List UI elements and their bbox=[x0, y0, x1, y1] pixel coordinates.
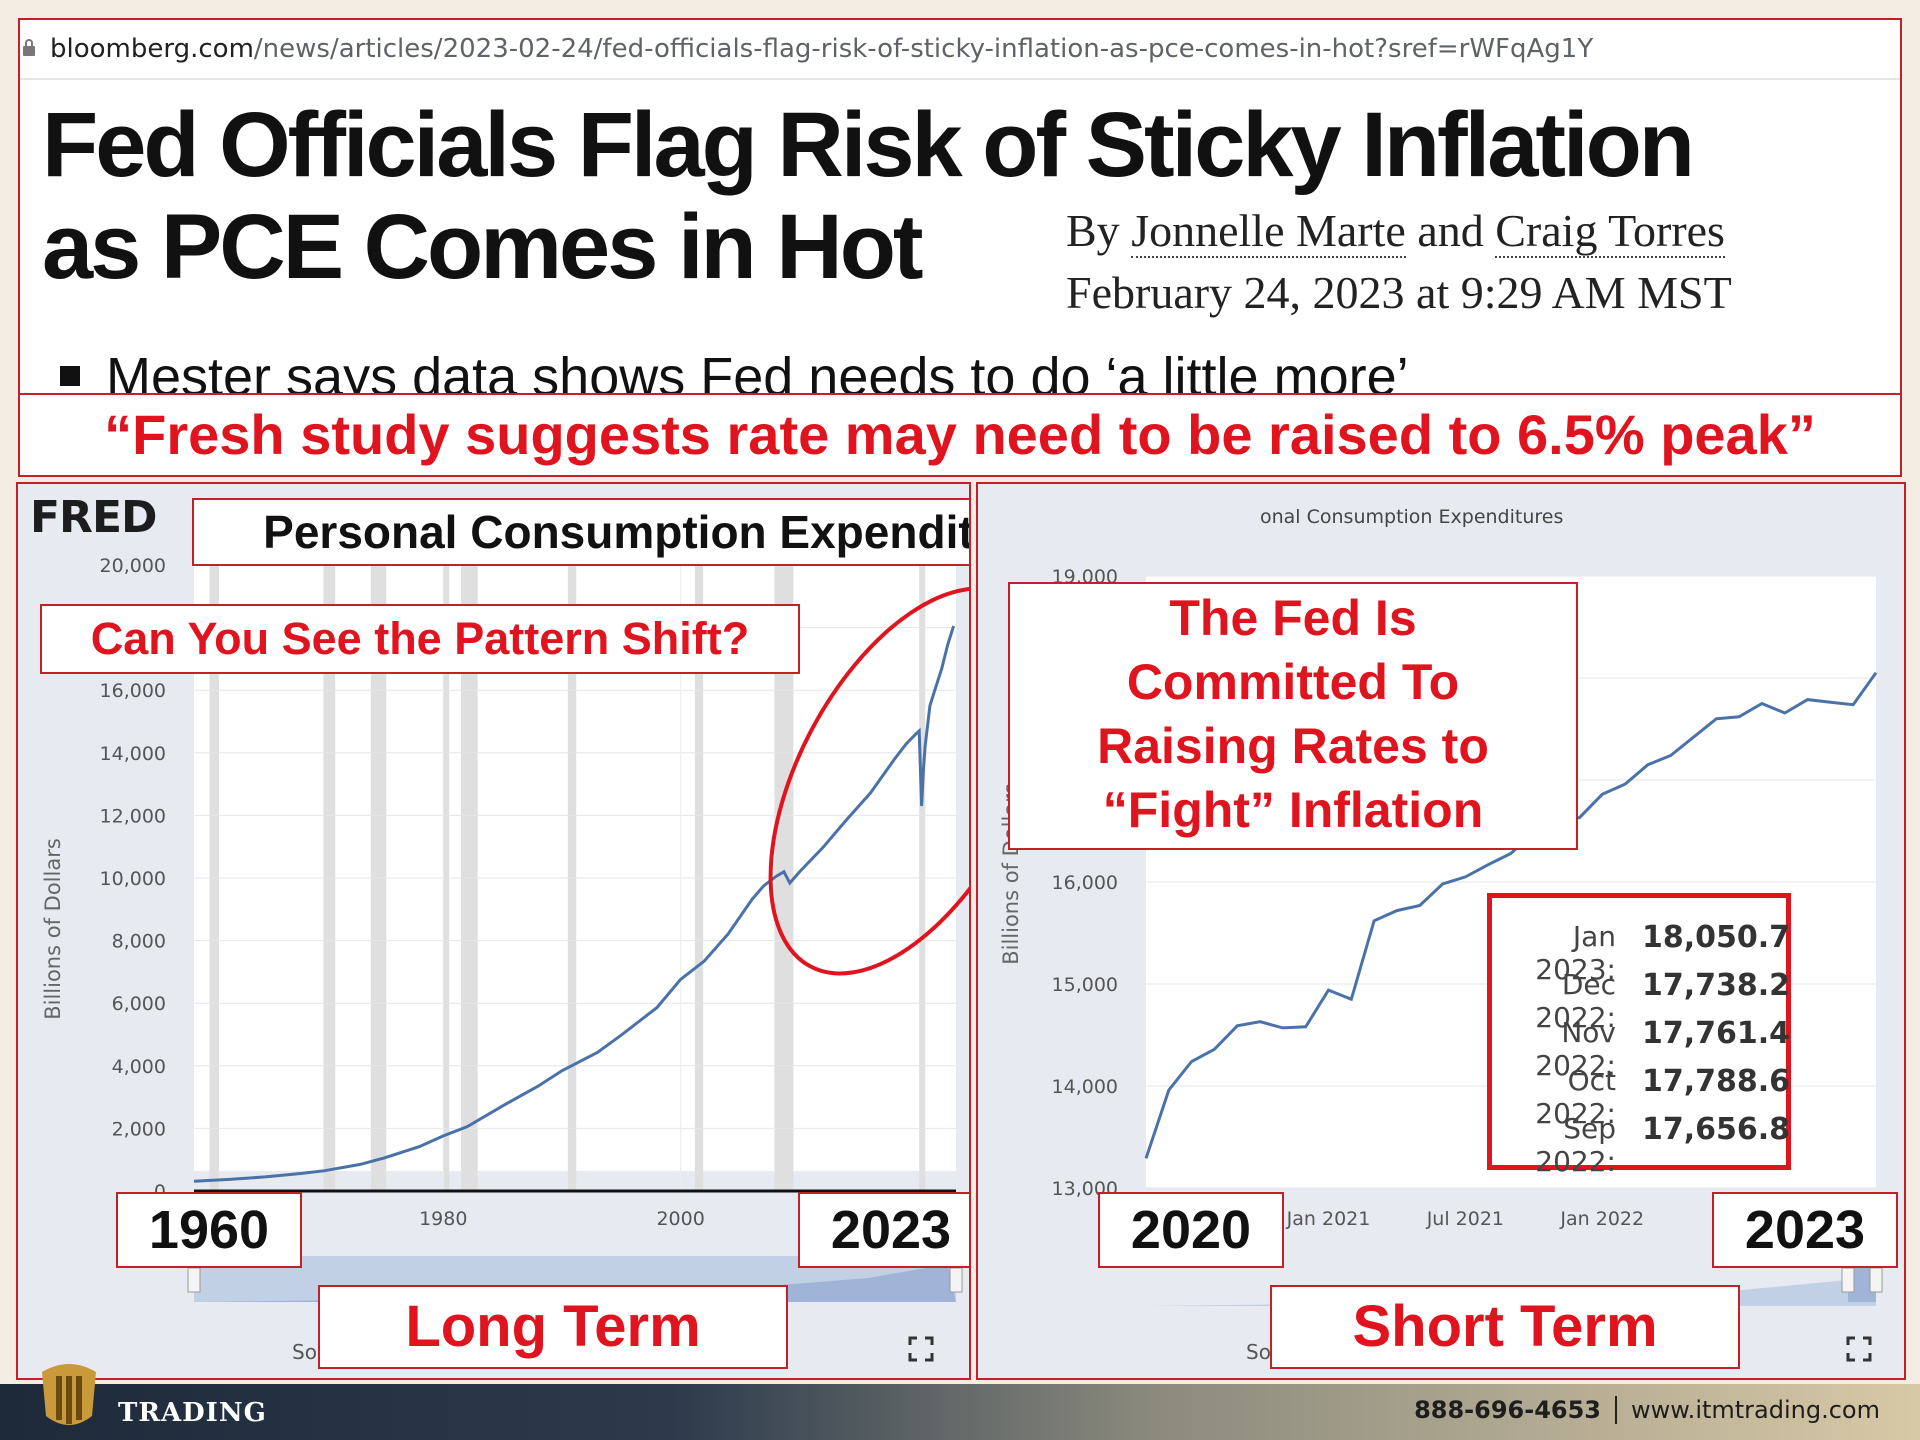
divider bbox=[1615, 1396, 1617, 1424]
start-year-label: 2020 bbox=[1098, 1192, 1284, 1268]
website-link[interactable]: www.itmtrading.com bbox=[1631, 1396, 1880, 1424]
y-tick-label: 8,000 bbox=[112, 931, 166, 953]
brand-name: TRADING bbox=[118, 1398, 267, 1428]
y-tick-label: 14,000 bbox=[1052, 1076, 1118, 1098]
fed-callout-line-2: Committed To bbox=[1126, 654, 1460, 710]
fed-callout-line-3: Raising Rates to bbox=[1097, 718, 1489, 774]
pce-line-long-term bbox=[193, 625, 956, 1183]
tooltip-row: Nov 2022: 17,761.4 bbox=[1492, 1016, 1790, 1082]
short-term-label: Short Term bbox=[1270, 1285, 1740, 1369]
x-tick-label: Jul 2021 bbox=[1426, 1208, 1504, 1230]
source-label: So bbox=[1246, 1340, 1271, 1364]
y-tick-label: 16,000 bbox=[100, 680, 166, 702]
range-slider-right-handle[interactable] bbox=[1869, 1267, 1883, 1293]
fed-committed-callout: The Fed Is Committed To Raising Rates to… bbox=[1008, 582, 1578, 850]
x-tick-label: Jan 2022 bbox=[1559, 1208, 1644, 1230]
fullscreen-icon[interactable] bbox=[908, 1336, 934, 1362]
x-tick-label: Jan 2021 bbox=[1286, 1208, 1371, 1230]
tooltip-value: 17,788.6 bbox=[1642, 1064, 1791, 1099]
phone-number[interactable]: 888-696-4653 bbox=[1414, 1396, 1601, 1424]
graph-title-fragment: onal Consumption Expenditures bbox=[1260, 506, 1563, 528]
y-tick-label: 4,000 bbox=[112, 1056, 166, 1078]
y-tick-label: 16,000 bbox=[1052, 872, 1118, 894]
highlight-ellipse bbox=[768, 586, 969, 976]
headline: Fed Officials Flag Risk of Sticky Inflat… bbox=[42, 94, 1902, 298]
range-slider-right-handle[interactable] bbox=[949, 1267, 963, 1293]
tooltip-date: Nov 2022: bbox=[1535, 1016, 1616, 1082]
pce-line-short-term bbox=[1144, 671, 1878, 1159]
url-path: /news/articles/2023-02-24/fed-officials-… bbox=[253, 34, 1594, 64]
y-tick-label: 15,000 bbox=[1052, 974, 1118, 996]
data-tooltip: Jan 2023: 18,050.7 Dec 2022: 17,738.2 No… bbox=[1487, 893, 1791, 1178]
tooltip-value: 17,656.8 bbox=[1642, 1112, 1791, 1147]
y-tick-label: 6,000 bbox=[112, 993, 166, 1015]
url-host: bloomberg.com bbox=[50, 34, 254, 64]
tooltip-row: Jan 2023: 18,050.7 bbox=[1492, 920, 1790, 986]
tooltip-date: Sep 2022: bbox=[1535, 1112, 1616, 1178]
tooltip-date: Oct 2022: bbox=[1535, 1064, 1616, 1130]
byline-and: and bbox=[1417, 205, 1484, 256]
range-slider-left-handle[interactable] bbox=[187, 1267, 201, 1293]
pattern-shift-callout: Can You See the Pattern Shift? bbox=[40, 604, 800, 674]
fullscreen-icon[interactable] bbox=[1846, 1336, 1872, 1362]
itm-logo-icon bbox=[42, 1364, 96, 1425]
y-tick-label: 20,000 bbox=[100, 555, 166, 577]
x-tick-label: 1980 bbox=[419, 1208, 467, 1230]
tooltip-row: Dec 2022: 17,738.2 bbox=[1492, 968, 1790, 1034]
tooltip-row: Oct 2022: 17,788.6 bbox=[1492, 1064, 1790, 1130]
author-link-1[interactable]: Jonnelle Marte bbox=[1131, 205, 1406, 258]
end-year-label: 2023 bbox=[1712, 1192, 1898, 1268]
headline-line-2: as PCE Comes in Hot bbox=[42, 196, 924, 298]
y-tick-label: 10,000 bbox=[100, 868, 166, 890]
tooltip-value: 17,738.2 bbox=[1642, 968, 1791, 1003]
byline-by: By bbox=[1066, 205, 1120, 256]
tooltip-row: Sep 2022: 17,656.8 bbox=[1492, 1112, 1790, 1178]
source-label: So bbox=[292, 1340, 317, 1364]
chart-title-callout: Personal Consumption Expenditures (PCE) bbox=[192, 498, 969, 566]
x-tick-label: 2000 bbox=[656, 1208, 704, 1230]
long-term-label: Long Term bbox=[318, 1285, 788, 1369]
chart-title: Personal Consumption Expenditures (PCE) bbox=[263, 506, 969, 558]
address-bar[interactable]: bloomberg.com/news/articles/2023-02-24/f… bbox=[20, 20, 1900, 80]
y-axis-title: Billions of Dollars bbox=[41, 838, 65, 1020]
lock-icon bbox=[23, 39, 35, 56]
end-year-label: 2023 bbox=[798, 1192, 969, 1268]
long-term-chart-panel: 02,0004,0006,0008,00010,00012,00014,0001… bbox=[16, 482, 971, 1380]
tooltip-value: 17,761.4 bbox=[1642, 1016, 1791, 1051]
y-tick-label: 2,000 bbox=[112, 1118, 166, 1140]
range-slider-left-handle[interactable] bbox=[1841, 1267, 1855, 1293]
short-term-chart-panel: onal Consumption Expenditures 13,000 14,0… bbox=[976, 482, 1906, 1380]
tooltip-date: Dec 2022: bbox=[1535, 968, 1616, 1034]
author-link-2[interactable]: Craig Torres bbox=[1495, 205, 1725, 258]
publish-date: February 24, 2023 at 9:29 AM MST bbox=[1066, 267, 1732, 318]
y-tick-label: 14,000 bbox=[100, 743, 166, 765]
fred-logo: FRED bbox=[30, 492, 158, 543]
start-year-label: 1960 bbox=[116, 1192, 302, 1268]
y-tick-label: 12,000 bbox=[100, 805, 166, 827]
fed-callout-line-4: “Fight” Inflation bbox=[1102, 782, 1484, 838]
footer-bar: TRADING 888-696-4653 www.itmtrading.com bbox=[0, 1364, 1920, 1440]
tooltip-date: Jan 2023: bbox=[1535, 920, 1616, 986]
contact-info: 888-696-4653 www.itmtrading.com bbox=[1414, 1396, 1880, 1424]
tooltip-value: 18,050.7 bbox=[1642, 920, 1791, 955]
fed-callout-line-1: The Fed Is bbox=[1169, 590, 1417, 646]
byline: By Jonnelle Marte and Craig Torres Febru… bbox=[1066, 200, 1732, 324]
quote-banner: “Fresh study suggests rate may need to b… bbox=[18, 393, 1902, 477]
bullet-square-icon bbox=[60, 365, 80, 386]
headline-line-1: Fed Officials Flag Risk of Sticky Inflat… bbox=[42, 94, 1695, 196]
